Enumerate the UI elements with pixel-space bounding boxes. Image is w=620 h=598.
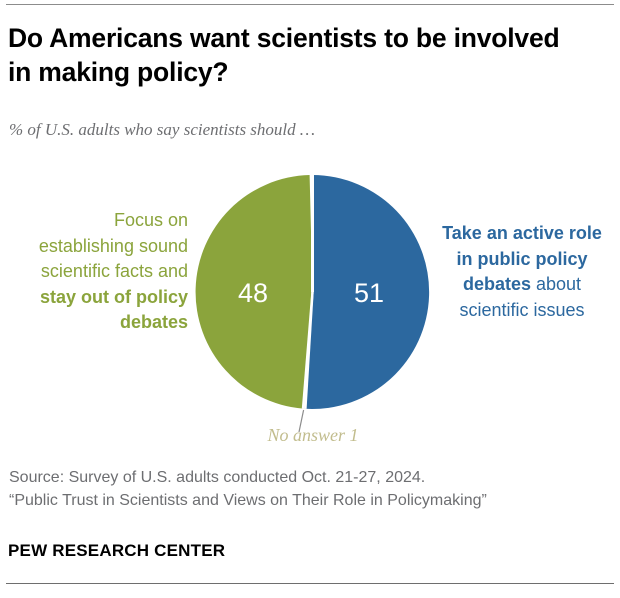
label-green-regular: Focus on establishing sound scientific f… (38, 210, 188, 282)
source-line-2: “Public Trust in Scientists and Views on… (9, 492, 487, 510)
label-blue-bold: Take an active role in public policy deb… (442, 223, 602, 295)
label-blue-regular: about scientific issues (459, 274, 585, 320)
top-divider (6, 4, 614, 5)
page-title: Do Americans want scientists to be invol… (8, 23, 560, 87)
pew-research-center-footer: PEW RESEARCH CENTER (8, 541, 226, 560)
label-blue-category: Take an active role in public policy deb… (436, 221, 608, 323)
no-answer-label: No answer 1 (267, 425, 359, 445)
chart-subtitle: % of U.S. adults who say scientists shou… (9, 120, 316, 139)
pie-slice-green (195, 175, 313, 409)
slice-value-green: 48 (238, 278, 268, 308)
bottom-divider (6, 583, 614, 584)
label-green-bold: stay out of policy debates (39, 286, 188, 333)
pie-separator-bottom-right (304, 291, 314, 409)
pie-slice-blue (305, 175, 430, 409)
pie-chart-svg: 48 51 (195, 175, 430, 433)
pie-chart: 48 51 Focus on establishing sound scient… (0, 160, 620, 460)
source-note: Source: Survey of U.S. adults conducted … (9, 466, 613, 512)
no-answer-leader-line (298, 409, 305, 433)
slice-value-blue: 51 (354, 278, 384, 308)
label-green-category: Focus on establishing sound scientific f… (20, 208, 188, 336)
source-line-1: Source: Survey of U.S. adults conducted … (9, 469, 426, 486)
